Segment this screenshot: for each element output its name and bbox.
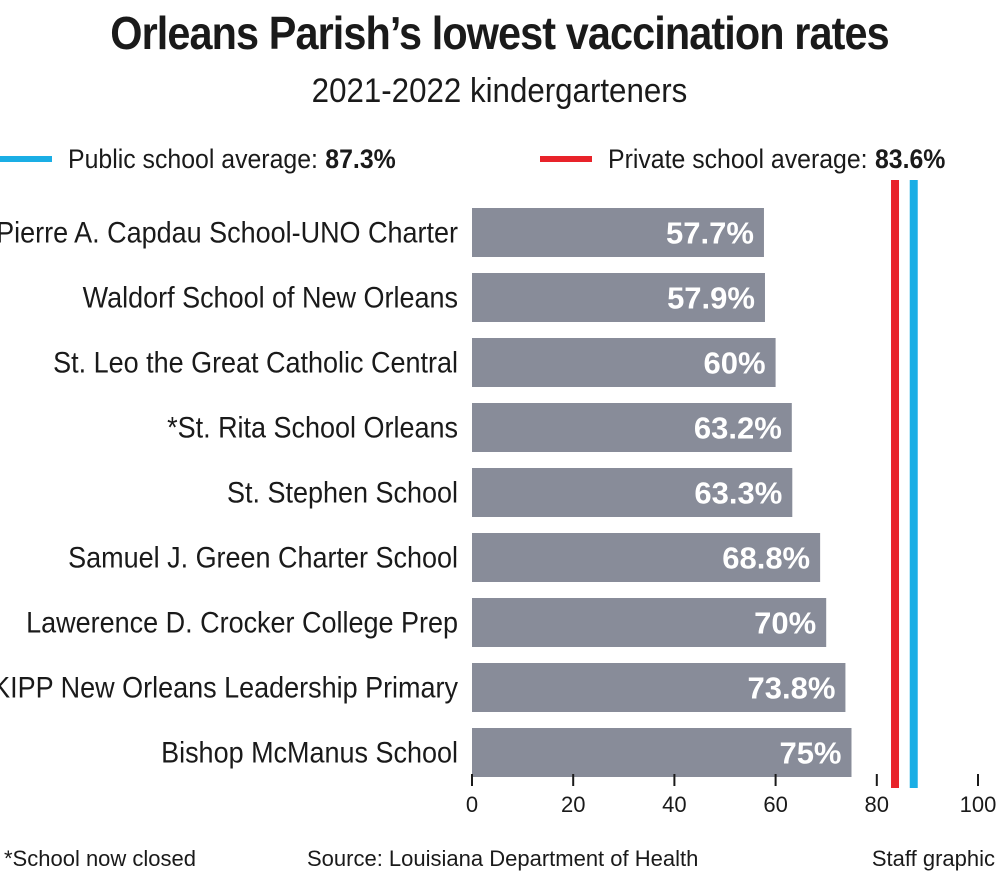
footnote: *School now closed <box>4 846 197 871</box>
value-label-0: 57.7% <box>666 216 754 251</box>
value-label-4: 63.3% <box>694 476 782 511</box>
category-label-8: Bishop McManus School <box>161 736 458 770</box>
x-tick-label-4: 80 <box>865 792 889 817</box>
bar-6 <box>472 598 827 647</box>
bar-7 <box>472 663 846 712</box>
category-label-6: Lawerence D. Crocker College Prep <box>26 606 458 640</box>
legend-private-label: Private school average: 83.6% <box>608 144 945 175</box>
bar-0 <box>472 208 764 257</box>
x-tick-label-2: 40 <box>662 792 686 817</box>
value-label-6: 70% <box>754 606 816 641</box>
category-label-5: Samuel J. Green Charter School <box>68 541 458 575</box>
legend-public: Public school average: 87.3% <box>0 139 424 179</box>
legend-public-value: 87.3% <box>325 143 396 174</box>
value-label-5: 68.8% <box>722 541 810 576</box>
category-label-1: Waldorf School of New Orleans <box>83 281 458 315</box>
category-label-7: KIPP New Orleans Leadership Primary <box>0 671 459 705</box>
chart-title: Orleans Parish’s lowest vaccination rate… <box>110 7 889 59</box>
bar-2 <box>472 338 776 387</box>
category-label-0: Pierre A. Capdau School-UNO Charter <box>0 216 458 250</box>
legend-private-value: 83.6% <box>874 143 946 174</box>
x-tick-label-3: 60 <box>763 792 787 817</box>
staff-credit: Staff graphic <box>871 846 995 871</box>
legend-private: Private school average: 83.6% <box>540 139 975 179</box>
bar-3 <box>472 403 792 452</box>
category-label-2: St. Leo the Great Catholic Central <box>53 346 458 380</box>
value-label-3: 63.2% <box>694 411 782 446</box>
source-credit: Source: Louisiana Department of Health <box>307 846 699 871</box>
legend-private-swatch <box>540 156 592 162</box>
legend-public-swatch <box>0 156 52 162</box>
legend-private-text: Private school average: <box>608 143 868 174</box>
value-label-7: 73.8% <box>748 671 836 706</box>
chart-subtitle: 2021-2022 kindergarteners <box>311 72 688 110</box>
category-label-4: St. Stephen School <box>227 476 458 510</box>
bar-4 <box>472 468 793 517</box>
bar-1 <box>472 273 765 322</box>
value-label-2: 60% <box>704 346 766 381</box>
legend-public-label: Public school average: 87.3% <box>68 144 396 175</box>
x-tick-label-5: 100 <box>960 792 997 817</box>
x-tick-label-1: 20 <box>561 792 585 817</box>
value-label-8: 75% <box>779 736 841 771</box>
x-tick-label-0: 0 <box>466 792 478 817</box>
value-label-1: 57.9% <box>667 281 755 316</box>
legend-public-text: Public school average: <box>68 143 318 174</box>
category-label-3: *St. Rita School Orleans <box>167 411 458 445</box>
bar-8 <box>472 728 852 777</box>
bar-5 <box>472 533 821 582</box>
